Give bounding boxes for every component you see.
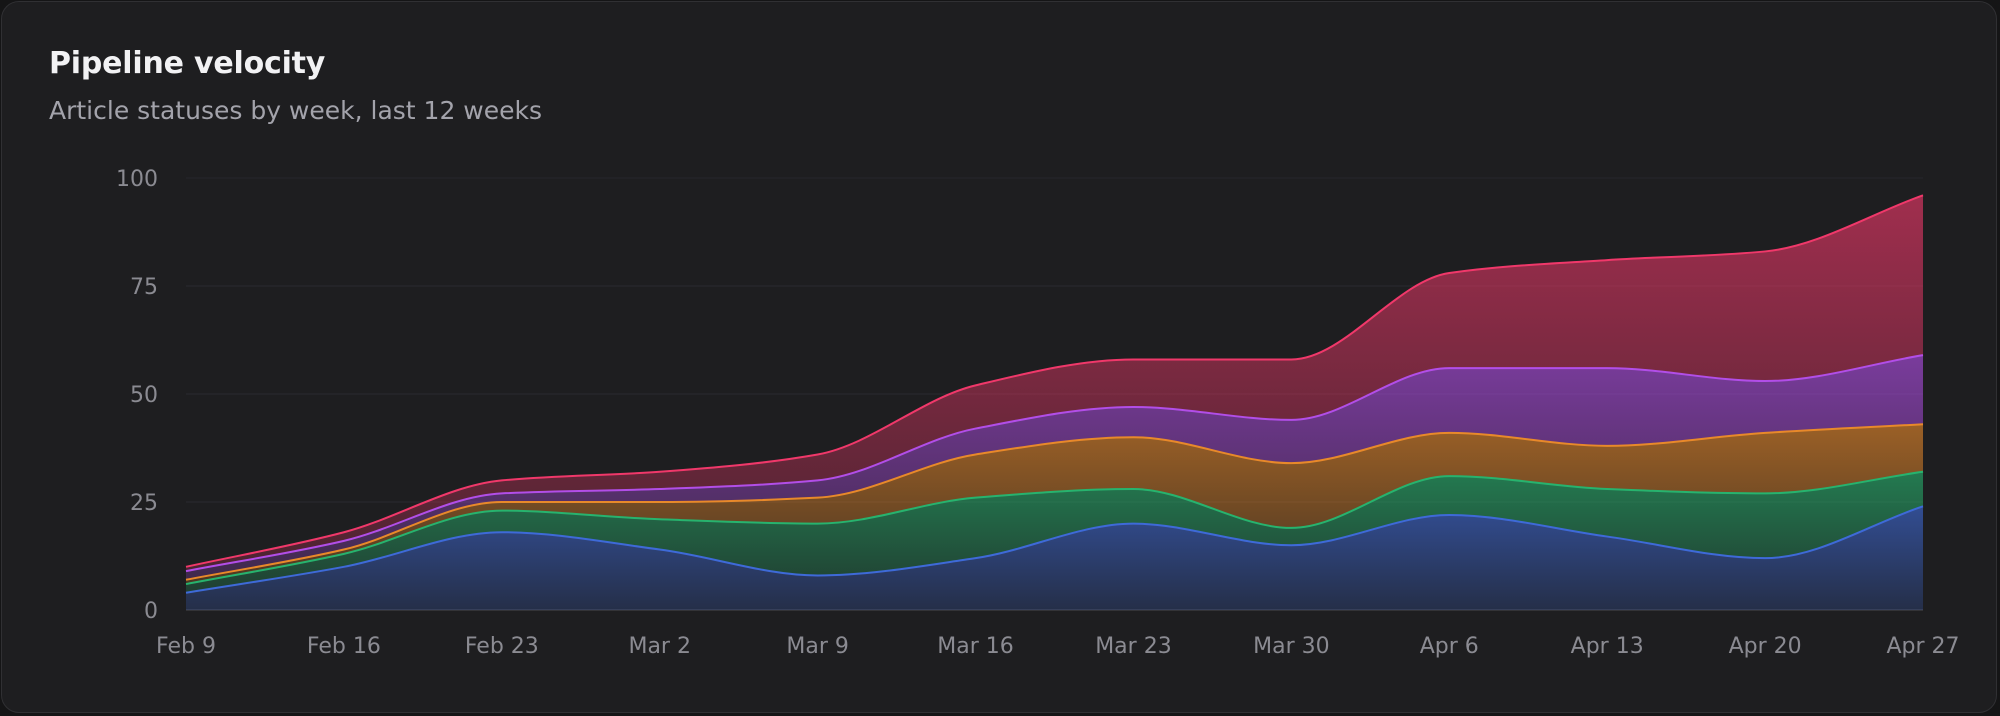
x-tick-label: Mar 2 bbox=[628, 634, 691, 659]
x-tick-label: Feb 16 bbox=[307, 634, 381, 659]
series-line bbox=[185, 505, 1924, 594]
area-layer bbox=[186, 195, 1923, 610]
x-tick-label: Mar 9 bbox=[786, 634, 849, 659]
series-line bbox=[185, 423, 1924, 581]
x-tick-label: Mar 16 bbox=[937, 634, 1014, 659]
series-area bbox=[186, 424, 1923, 585]
y-tick-label: 100 bbox=[116, 167, 158, 192]
x-tick-label: Mar 30 bbox=[1253, 634, 1330, 659]
y-tick-label: 50 bbox=[130, 383, 158, 408]
chart-title: Pipeline velocity bbox=[49, 46, 326, 81]
x-tick-label: Apr 20 bbox=[1729, 634, 1802, 659]
series-area bbox=[186, 355, 1923, 580]
x-tick-label: Apr 27 bbox=[1886, 634, 1959, 659]
x-tick-label: Apr 13 bbox=[1571, 634, 1644, 659]
chart-subtitle: Article statuses by week, last 12 weeks bbox=[49, 96, 543, 125]
y-tick-label: 0 bbox=[144, 599, 158, 624]
series-area bbox=[186, 471, 1923, 593]
y-tick-label: 25 bbox=[130, 491, 158, 516]
series-area bbox=[186, 195, 1923, 572]
series-line bbox=[185, 354, 1924, 573]
x-tick-label: Apr 6 bbox=[1420, 634, 1479, 659]
y-axis-labels: 0 25 50 75 100 bbox=[116, 167, 158, 624]
x-tick-label: Mar 23 bbox=[1095, 634, 1172, 659]
x-tick-label: Feb 23 bbox=[465, 634, 539, 659]
series-line bbox=[185, 194, 1924, 568]
series-area bbox=[186, 506, 1923, 610]
series-line bbox=[185, 470, 1924, 586]
line-layer bbox=[185, 194, 1924, 594]
x-tick-label: Feb 9 bbox=[156, 634, 216, 659]
x-axis-labels: Feb 9 Feb 16 Feb 23 Mar 2 Mar 9 Mar 16 Mar 23 M… bbox=[156, 634, 1960, 659]
y-tick-label: 75 bbox=[130, 275, 158, 300]
